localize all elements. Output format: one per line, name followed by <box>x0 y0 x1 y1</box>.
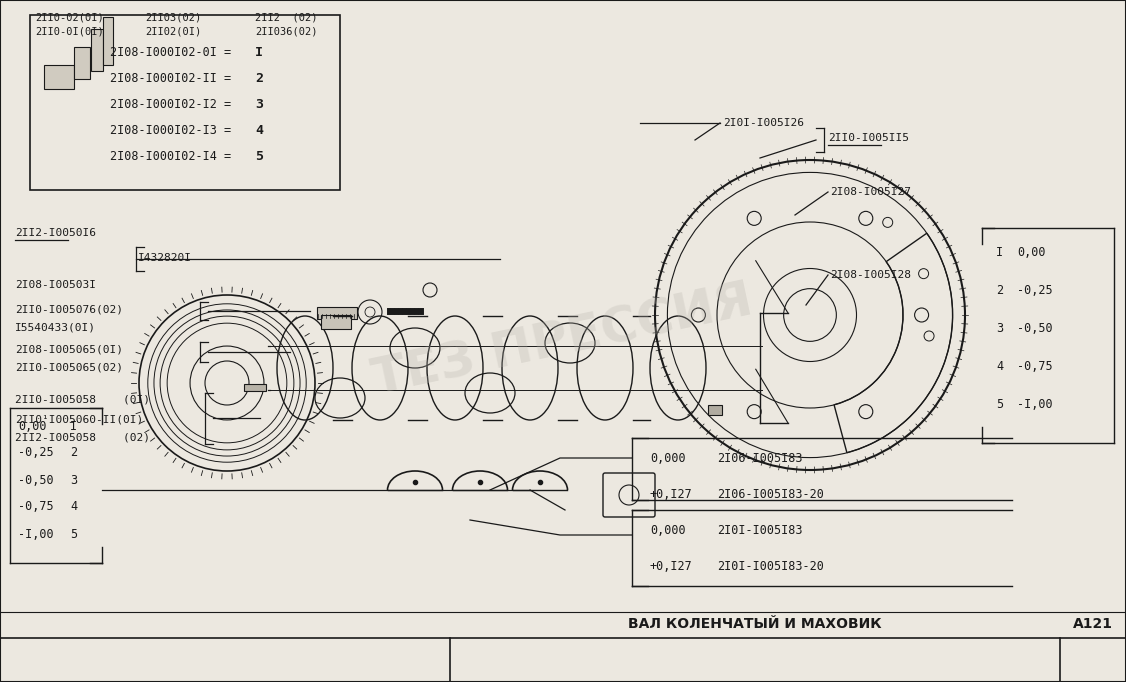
Text: 2I08-I005065(0I): 2I08-I005065(0I) <box>15 345 123 355</box>
Text: 2I0I-I005I26: 2I0I-I005I26 <box>723 118 804 128</box>
FancyBboxPatch shape <box>91 29 102 71</box>
Text: 3: 3 <box>70 473 77 486</box>
Text: I: I <box>70 419 77 432</box>
Text: 2I08-I000I02-I2 =: 2I08-I000I02-I2 = <box>110 98 239 111</box>
Text: 2II03(02): 2II03(02) <box>145 13 202 23</box>
Text: 2II0-I005II5: 2II0-I005II5 <box>828 133 909 143</box>
FancyBboxPatch shape <box>707 405 722 415</box>
Text: 2I06-I005I83-20: 2I06-I005I83-20 <box>717 488 824 501</box>
Text: I: I <box>997 246 1003 259</box>
Text: 4: 4 <box>70 501 77 514</box>
Text: +0,I27: +0,I27 <box>650 559 692 572</box>
Text: 2I08-I000I02-I3 =: 2I08-I000I02-I3 = <box>110 125 239 138</box>
Text: I: I <box>254 46 263 59</box>
FancyBboxPatch shape <box>44 65 74 89</box>
Text: I432820I: I432820I <box>138 253 193 263</box>
Text: 2II0-0I(0I): 2II0-0I(0I) <box>35 27 104 37</box>
Text: 2I08-I000I02-I4 =: 2I08-I000I02-I4 = <box>110 151 239 164</box>
Text: 2I08-I005I28: 2I08-I005I28 <box>830 270 911 280</box>
Text: 2II0¹I005060-II(0I): 2II0¹I005060-II(0I) <box>15 414 143 424</box>
Text: 4: 4 <box>254 125 263 138</box>
Text: A121: A121 <box>1073 617 1112 631</box>
Text: -I,00: -I,00 <box>18 527 54 541</box>
Text: ВАЛ КОЛЕНЧАТЫЙ И МАХОВИК: ВАЛ КОЛЕНЧАТЫЙ И МАХОВИК <box>628 617 882 631</box>
Text: -0,25: -0,25 <box>1017 284 1053 297</box>
Bar <box>244 384 266 391</box>
Text: -0,75: -0,75 <box>1017 361 1053 374</box>
Text: 0,000: 0,000 <box>650 451 686 464</box>
Text: 2I0I-I005I83: 2I0I-I005I83 <box>717 524 803 537</box>
Text: 2II0-I005076(02): 2II0-I005076(02) <box>15 305 123 315</box>
Text: -0,50: -0,50 <box>1017 323 1053 336</box>
Text: 2I08-I000I02-0I =: 2I08-I000I02-0I = <box>110 46 239 59</box>
Text: 2II036(02): 2II036(02) <box>254 27 318 37</box>
Text: 2II2-I005058    (02): 2II2-I005058 (02) <box>15 432 150 442</box>
Text: 0,000: 0,000 <box>650 524 686 537</box>
FancyBboxPatch shape <box>318 307 357 319</box>
Text: 2II0-02(0I): 2II0-02(0I) <box>35 13 104 23</box>
Text: 0,00: 0,00 <box>1017 246 1046 259</box>
Text: -0,75: -0,75 <box>18 501 54 514</box>
Bar <box>30 15 340 190</box>
FancyBboxPatch shape <box>321 315 351 329</box>
Text: 2II0-I005058    (0I): 2II0-I005058 (0I) <box>15 395 150 405</box>
Text: 2II02(0I): 2II02(0I) <box>145 27 202 37</box>
FancyBboxPatch shape <box>102 17 113 65</box>
Text: +0,I27: +0,I27 <box>650 488 692 501</box>
Text: 2I08-I000I02-II =: 2I08-I000I02-II = <box>110 72 239 85</box>
Text: 4: 4 <box>997 361 1003 374</box>
Text: 2I06-I005I83: 2I06-I005I83 <box>717 451 803 464</box>
Text: 0,00: 0,00 <box>18 419 46 432</box>
Text: 5: 5 <box>254 151 263 164</box>
Text: 2I08-I005I27: 2I08-I005I27 <box>830 187 911 197</box>
Text: 2II2-I0050I6: 2II2-I0050I6 <box>15 228 96 238</box>
Text: 5: 5 <box>70 527 77 541</box>
Text: 5: 5 <box>997 398 1003 411</box>
Text: 2: 2 <box>997 284 1003 297</box>
Text: 2: 2 <box>254 72 263 85</box>
Text: 2: 2 <box>70 447 77 460</box>
FancyBboxPatch shape <box>74 47 90 79</box>
Text: -0,25: -0,25 <box>18 447 54 460</box>
Text: 2I08-I00503I: 2I08-I00503I <box>15 280 96 290</box>
Text: 3: 3 <box>997 323 1003 336</box>
Text: ТЕЗ ПРЕССИЯ: ТЕЗ ПРЕССИЯ <box>368 277 758 405</box>
Text: -I,00: -I,00 <box>1017 398 1053 411</box>
Text: I5540433(0I): I5540433(0I) <box>15 322 96 332</box>
Text: 2I0I-I005I83-20: 2I0I-I005I83-20 <box>717 559 824 572</box>
Text: -0,50: -0,50 <box>18 473 54 486</box>
Text: 2II2  (02): 2II2 (02) <box>254 13 318 23</box>
Text: 2II0-I005065(02): 2II0-I005065(02) <box>15 363 123 373</box>
Text: 3: 3 <box>254 98 263 111</box>
